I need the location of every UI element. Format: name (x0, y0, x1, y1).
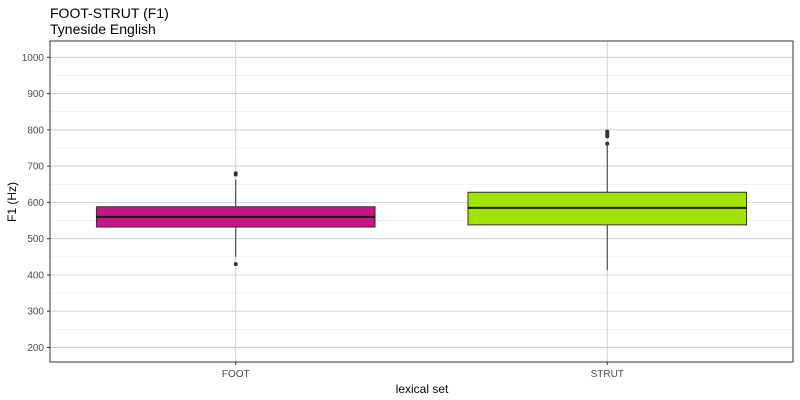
y-tick-label: 500 (27, 234, 44, 245)
y-tick-label: 300 (27, 307, 44, 318)
outlier-point (233, 171, 238, 176)
box-foot (95, 171, 376, 267)
box-strut (467, 129, 748, 271)
y-tick-label: 900 (27, 89, 44, 100)
y-tick-label: 200 (27, 343, 44, 354)
y-axis-ticks: 200 300 400 500 600 700 800 900 1000 (22, 53, 50, 354)
outlier-point (605, 141, 610, 146)
y-tick-label: 600 (27, 198, 44, 209)
x-tick-label: FOOT (222, 369, 250, 380)
y-tick-label: 800 (27, 125, 44, 136)
x-axis-title: lexical set (396, 382, 449, 396)
y-tick-label: 400 (27, 270, 44, 281)
x-axis-ticks: FOOT STRUT (222, 362, 624, 380)
chart-subtitle: Tyneside English (50, 21, 156, 37)
outlier-point (605, 129, 610, 134)
y-tick-label: 700 (27, 162, 44, 173)
y-tick-label: 1000 (22, 53, 45, 64)
chart-title: FOOT-STRUT (F1) (50, 5, 169, 21)
outlier-point (233, 262, 238, 267)
y-axis-title: F1 (Hz) (5, 182, 19, 222)
x-tick-label: STRUT (591, 369, 624, 380)
box-series (95, 129, 748, 271)
plot-panel-border (49, 40, 794, 363)
